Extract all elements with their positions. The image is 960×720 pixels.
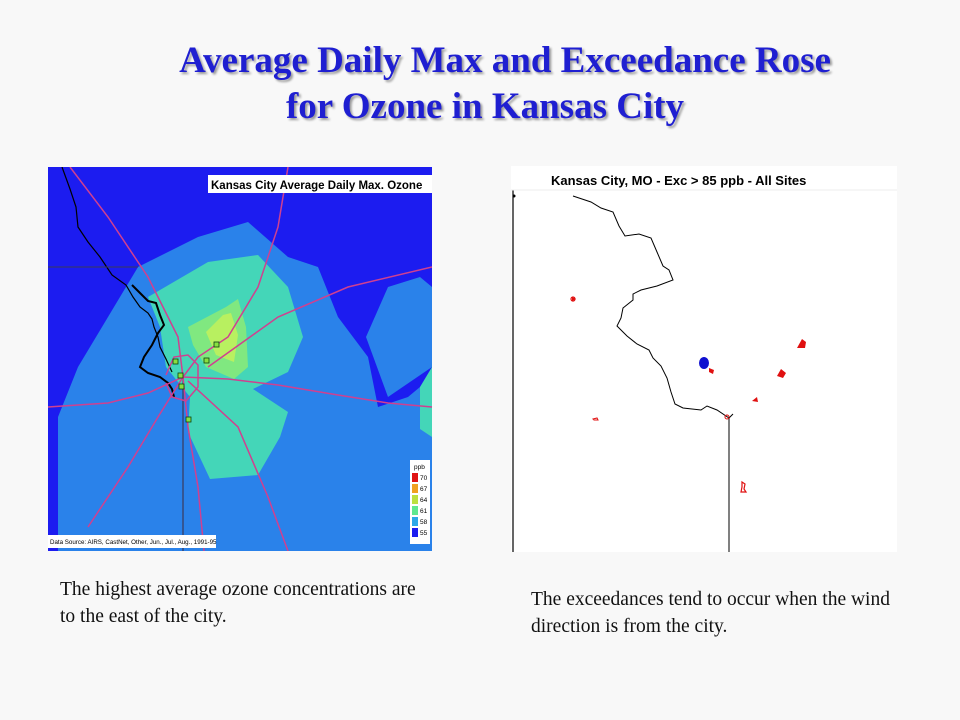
- map-legend: ppb 70 67 64 61 58 55: [410, 460, 430, 544]
- highway-south: [182, 376, 205, 551]
- rose-map-title: Kansas City, MO - Exc > 85 ppb - All Sit…: [551, 173, 806, 188]
- exceedance-rose-site: [709, 368, 714, 374]
- caption-ozone-map: The highest average ozone concentrations…: [60, 579, 416, 627]
- legend-unit: ppb: [414, 464, 425, 471]
- state-border-line: [61, 167, 173, 373]
- legend-swatch: [412, 473, 418, 482]
- legend-swatch: [412, 528, 418, 537]
- rose-sites: [570, 296, 806, 493]
- highway-ne-far: [207, 266, 432, 368]
- legend-label: 67: [420, 486, 428, 493]
- legend-swatch: [412, 517, 418, 526]
- highway-northeast: [182, 167, 289, 378]
- highway-loop: [165, 354, 199, 402]
- exceedance-rose-site: [570, 296, 576, 302]
- monitor-site: [203, 357, 210, 364]
- highway-west: [48, 376, 184, 408]
- monitor-site: [172, 358, 179, 365]
- exceedance-rose-site: [752, 397, 758, 402]
- legend-label: 58: [420, 519, 428, 526]
- monitor-site: [213, 341, 220, 348]
- legend-swatch: [412, 484, 418, 493]
- highway-southwest: [87, 376, 184, 528]
- monitor-sites: [172, 341, 220, 423]
- slide-title-line-2: for Ozone in Kansas City: [285, 86, 685, 127]
- highway-east: [182, 376, 432, 408]
- missouri-river-line: [131, 284, 175, 398]
- caption-exceedance-rose: The exceedances tend to occur when the w…: [531, 589, 890, 637]
- exceedance-rose-site: [797, 339, 806, 348]
- slide-title-line-1: Average Daily Max and Exceedance Rose: [179, 40, 831, 81]
- exceedance-rose-site: [740, 480, 748, 493]
- data-source-text: Data Source: AIRS, CastNet, Other, Jun.,…: [50, 539, 217, 546]
- rose-state-border: [572, 195, 734, 552]
- map-title: Kansas City Average Daily Max. Ozone: [211, 180, 422, 192]
- monitor-site: [185, 416, 192, 423]
- city-center-marker: [699, 357, 709, 369]
- exceedance-rose-site: [592, 417, 599, 421]
- highway-se: [187, 380, 289, 551]
- exceedance-rose-site: [724, 414, 730, 420]
- monitor-site: [177, 372, 184, 379]
- map-title-box: [208, 175, 432, 193]
- ozone-contour-map: Kansas City Average Daily Max. Ozone ppb…: [48, 167, 432, 551]
- data-source-box: [48, 535, 216, 548]
- legend-label: 64: [420, 497, 428, 504]
- highway-north: [69, 167, 184, 378]
- contour-67-region: [206, 313, 238, 362]
- legend-label: 55: [420, 530, 428, 537]
- monitor-site: [178, 383, 185, 390]
- exceedance-rose-map: Kansas City, MO - Exc > 85 ppb - All Sit…: [511, 166, 897, 552]
- legend-swatch: [412, 495, 418, 504]
- slide-title: Average Daily Max and Exceedance Rose fo…: [0, 38, 960, 130]
- legend-swatch: [412, 506, 418, 515]
- exceedance-rose-site: [777, 369, 786, 378]
- highway-network: [48, 167, 432, 551]
- legend-label: 61: [420, 508, 428, 515]
- legend-label: 70: [420, 475, 428, 482]
- contour-58-region-east: [366, 277, 432, 397]
- contour-61-region-east: [420, 367, 432, 437]
